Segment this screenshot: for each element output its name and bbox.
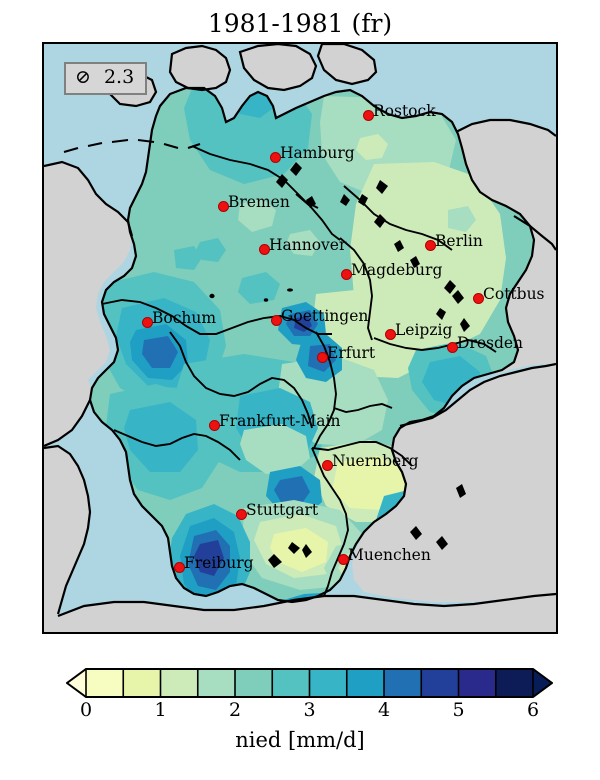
colorbar-band-2 [160,669,198,697]
city-label: Goettingen [281,307,369,325]
colorbar-band-5 [272,669,310,697]
colorbar-tick-1: 1 [154,699,167,721]
page-title: 1981-1981 (fr) [207,9,393,38]
map-plot-area[interactable]: ⊘ 2.3 Rostock Hamburg Bremen Hannover Berlin… [42,42,558,634]
city-label: Nuernberg [332,452,419,470]
colorbar-band-0 [86,669,124,697]
coastline-and-national-borders [44,44,556,618]
colorbar-axis-label: nied [mm/d] [235,728,365,752]
colorbar-tick-6: 6 [526,699,540,721]
colorbar-tick-4: 4 [377,699,391,721]
city-dot [217,200,229,212]
city-dot [362,109,374,121]
city-dot [446,341,458,353]
colorbar-extend-min [67,669,86,697]
colorbar-band-6 [309,669,347,697]
city-dot [258,243,270,255]
colorbar-band-7 [346,669,384,697]
colorbar-tick-0: 0 [79,699,93,721]
mean-symbol: ⊘ [75,66,91,88]
colorbar-outline [66,668,553,698]
city-dot [337,553,349,565]
city-label: Hannover [269,236,347,254]
city-dot [321,459,333,471]
colorbar-tick-3: 3 [303,699,316,721]
colorbar-tick-5: 5 [452,699,465,721]
city-dot [173,561,185,573]
city-label: Dresden [457,334,524,352]
inland-water-marks [209,162,470,568]
spatial-mean-annotation: ⊘ 2.3 [64,62,148,95]
city-dot [340,268,352,280]
colorbar[interactable] [66,668,553,698]
city-dot [269,151,281,163]
city-label: Cottbus [483,285,545,303]
city-label: Leipzig [395,321,453,339]
city-label: Rostock [373,102,436,120]
city-dot [141,316,153,328]
colorbar-tick-labels: 0 1 2 3 4 5 6 [0,700,600,726]
colorbar-band-3 [197,669,235,697]
city-dot [270,314,282,326]
colorbar-extend-max [533,669,552,697]
colorbar-band-10 [458,669,496,697]
city-label: Magdeburg [351,261,443,279]
foreign-land-polygons [44,44,556,632]
city-label: Bremen [228,193,290,211]
city-label: Berlin [435,232,483,250]
precipitation-map [44,44,556,632]
colorbar-band-1 [123,669,161,697]
colorbar-band-9 [421,669,459,697]
city-dot [384,328,396,340]
city-label: Muenchen [348,546,431,564]
city-dot [472,292,484,304]
colorbar-band-8 [384,669,422,697]
mean-value: 2.3 [103,66,135,88]
city-label: Hamburg [280,144,355,162]
colorbar-band-11 [495,669,533,697]
city-label: Bochum [152,309,217,327]
city-label: Erfurt [327,344,376,362]
colorbar-band-4 [235,669,273,697]
colorbar-swatches [66,668,553,698]
city-label: Frankfurt-Main [219,412,341,430]
city-label: Freiburg [184,554,254,572]
city-dot [424,239,436,251]
city-dot [208,419,220,431]
city-dot [316,351,328,363]
state-borders [101,145,497,597]
colorbar-tick-2: 2 [228,699,242,721]
city-dot [235,508,247,520]
city-label: Stuttgart [246,501,319,519]
